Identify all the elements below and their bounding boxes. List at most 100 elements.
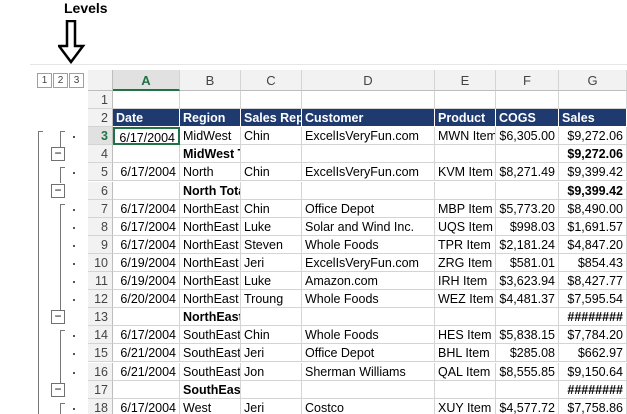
cell[interactable]: $7,595.54 <box>559 290 627 309</box>
cell[interactable]: TPR Item <box>435 235 496 254</box>
collapse-button[interactable]: − <box>51 183 65 198</box>
cell[interactable]: SouthEast <box>180 326 241 345</box>
cell[interactable]: 6/21/2004 <box>113 362 180 381</box>
cell[interactable]: Chin <box>241 163 302 182</box>
collapse-button[interactable]: − <box>51 147 65 162</box>
cell[interactable]: 6/20/2004 <box>113 290 180 309</box>
cell[interactable]: $8,427.77 <box>559 272 627 291</box>
cell[interactable]: ExcelIsVeryFun.com <box>302 163 435 182</box>
cell[interactable]: Whole Foods <box>302 326 435 345</box>
cell[interactable]: SouthEast <box>180 362 241 381</box>
cell[interactable]: $9,272.06 <box>559 145 627 164</box>
cell[interactable]: $9,399.42 <box>559 181 627 200</box>
cell[interactable] <box>496 181 559 200</box>
cell[interactable] <box>302 380 435 399</box>
cell[interactable]: ZRG Item <box>435 253 496 272</box>
outline-level-button[interactable]: 3 <box>69 73 84 88</box>
row-header[interactable]: 14 <box>88 326 113 345</box>
cell[interactable]: $581.01 <box>496 253 559 272</box>
cell[interactable]: Jeri <box>241 344 302 363</box>
cell[interactable] <box>496 145 559 164</box>
column-header[interactable]: F <box>496 70 559 91</box>
cell[interactable] <box>113 308 180 327</box>
cell[interactable]: Luke <box>241 272 302 291</box>
cell[interactable]: Office Depot <box>302 344 435 363</box>
outline-level-button[interactable]: 1 <box>37 73 52 88</box>
cell[interactable]: $662.97 <box>559 344 627 363</box>
cell[interactable]: COGS <box>496 109 559 128</box>
cell[interactable]: Region <box>180 109 241 128</box>
cell[interactable]: NorthEast <box>180 199 241 218</box>
row-header[interactable]: 12 <box>88 290 113 309</box>
cell[interactable]: WEZ Item <box>435 290 496 309</box>
cell[interactable]: NorthEast <box>180 290 241 309</box>
row-header[interactable]: 1 <box>88 91 113 110</box>
cell[interactable]: ExcelIsVeryFun.com <box>302 253 435 272</box>
row-header[interactable]: 5 <box>88 163 113 182</box>
cell[interactable]: $5,773.20 <box>496 199 559 218</box>
cell[interactable] <box>302 308 435 327</box>
cell[interactable]: BHL Item <box>435 344 496 363</box>
collapse-button[interactable]: − <box>51 382 65 397</box>
cell[interactable]: $1,691.57 <box>559 217 627 236</box>
row-header[interactable]: 18 <box>88 398 113 414</box>
cell[interactable]: UQS Item <box>435 217 496 236</box>
cell[interactable]: $7,758.86 <box>559 398 627 414</box>
cell[interactable]: 6/17/2004 <box>113 199 180 218</box>
cell[interactable]: North <box>180 163 241 182</box>
cell[interactable]: $8,555.85 <box>496 362 559 381</box>
cell[interactable]: 6/19/2004 <box>113 253 180 272</box>
cell[interactable] <box>435 308 496 327</box>
cell[interactable]: Amazon.com <box>302 272 435 291</box>
cell[interactable]: $9,150.64 <box>559 362 627 381</box>
cell[interactable]: 6/17/2004 <box>113 163 180 182</box>
cell[interactable]: QAL Item <box>435 362 496 381</box>
cell[interactable] <box>302 145 435 164</box>
cell[interactable]: 6/19/2004 <box>113 272 180 291</box>
cell[interactable] <box>435 380 496 399</box>
column-header[interactable]: G <box>559 70 627 91</box>
cell[interactable]: $5,838.15 <box>496 326 559 345</box>
cell[interactable]: $285.08 <box>496 344 559 363</box>
row-header[interactable]: 16 <box>88 362 113 381</box>
cell[interactable] <box>559 91 627 110</box>
cell[interactable]: Solar and Wind Inc. <box>302 217 435 236</box>
row-header[interactable]: 4 <box>88 145 113 164</box>
cell[interactable]: SouthEast <box>180 344 241 363</box>
cell[interactable]: NorthEast <box>180 253 241 272</box>
cell[interactable] <box>241 380 302 399</box>
cell[interactable]: NorthEast <box>180 217 241 236</box>
cell[interactable]: $7,784.20 <box>559 326 627 345</box>
cell[interactable] <box>302 91 435 110</box>
cell[interactable]: Chin <box>241 326 302 345</box>
cell[interactable]: $9,272.06 <box>559 127 627 146</box>
row-header[interactable]: 8 <box>88 217 113 236</box>
cell[interactable] <box>113 145 180 164</box>
cell[interactable]: $4,481.37 <box>496 290 559 309</box>
cell[interactable]: Troung <box>241 290 302 309</box>
cell[interactable]: Office Depot <box>302 199 435 218</box>
cell[interactable]: Jeri <box>241 398 302 414</box>
cell[interactable]: NorthEast <box>180 235 241 254</box>
cell[interactable]: $2,181.24 <box>496 235 559 254</box>
cell[interactable]: XUY Item <box>435 398 496 414</box>
cell[interactable]: 6/17/2004 <box>113 217 180 236</box>
outline-level-button[interactable]: 2 <box>53 73 68 88</box>
row-header[interactable]: 6 <box>88 181 113 200</box>
collapse-button[interactable]: − <box>51 310 65 325</box>
cell[interactable] <box>435 181 496 200</box>
column-header[interactable]: A <box>113 70 180 91</box>
cell[interactable]: SouthEast Total <box>180 380 241 399</box>
column-header[interactable]: D <box>302 70 435 91</box>
cell[interactable] <box>241 308 302 327</box>
row-header[interactable]: 7 <box>88 199 113 218</box>
cell[interactable]: West <box>180 398 241 414</box>
cell[interactable]: MidWest Total <box>180 145 241 164</box>
cell[interactable] <box>113 181 180 200</box>
cell[interactable] <box>496 380 559 399</box>
cell[interactable]: $8,271.49 <box>496 163 559 182</box>
cell[interactable]: ExcelIsVeryFun.com <box>302 127 435 146</box>
row-header[interactable]: 17 <box>88 380 113 399</box>
cell[interactable] <box>241 181 302 200</box>
cell[interactable]: $4,577.72 <box>496 398 559 414</box>
